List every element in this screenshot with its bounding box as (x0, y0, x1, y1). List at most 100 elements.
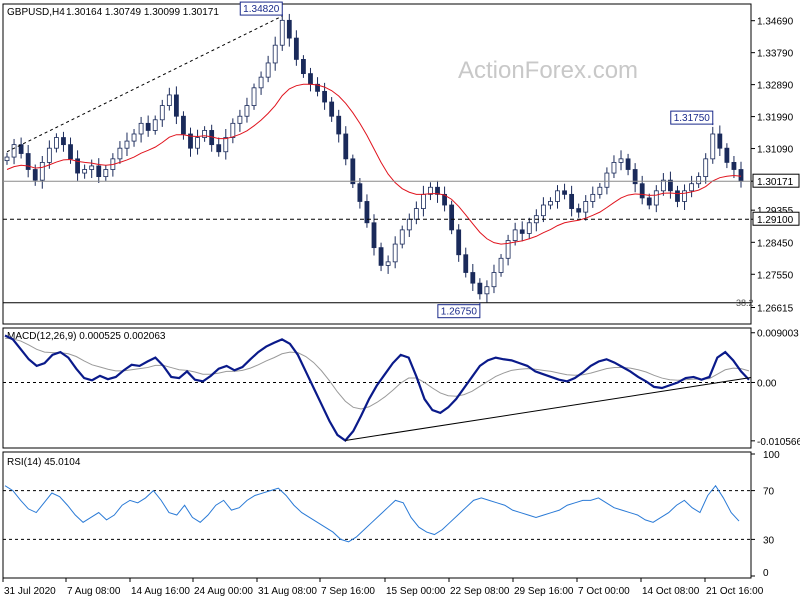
candle-body (25, 153, 31, 170)
rsi-series-group (3, 484, 751, 543)
rsi-tick-label: 70 (763, 487, 775, 498)
candle-body (540, 204, 546, 217)
macd-series-group (3, 334, 752, 442)
candle-body (138, 122, 144, 135)
price-tick-label: 1.30171 (757, 177, 794, 188)
candle-body (322, 90, 327, 103)
candle-body (385, 261, 391, 266)
macd-tick-label: 0.00 (757, 378, 777, 389)
candle-body (604, 172, 610, 188)
candle-body (646, 197, 652, 206)
candle-body (717, 133, 723, 149)
candle-body (724, 147, 730, 163)
candle-body (82, 169, 88, 174)
candle-body (202, 130, 208, 138)
candle-body (611, 162, 617, 174)
candle-body (293, 37, 299, 60)
candle-body (54, 137, 59, 149)
candle-body (696, 176, 702, 185)
candle-body (689, 183, 694, 192)
x-tick-label: 14 Oct 08:00 (642, 586, 700, 597)
candle-body (75, 158, 80, 174)
candle-body (223, 137, 229, 153)
annotation-label: 1.31750 (674, 113, 711, 124)
candle-body (548, 201, 553, 206)
candle-body (519, 229, 525, 234)
candle-body (159, 105, 165, 121)
x-tick-label: 7 Oct 00:00 (578, 586, 630, 597)
x-tick-label: 31 Aug 08:00 (258, 586, 317, 597)
candle-body (265, 62, 271, 78)
annotation-box (437, 304, 481, 319)
candle-body (484, 286, 490, 295)
candle-body (660, 179, 666, 192)
price-tick-label: 1.27550 (757, 270, 794, 281)
price-tick-label: 1.34690 (757, 17, 794, 28)
candle-body (668, 179, 673, 192)
candle-body (392, 243, 398, 263)
price-tick-label: 1.32890 (757, 81, 794, 92)
candle-body (625, 158, 631, 170)
candle-body (682, 190, 687, 202)
x-tick-label: 22 Sep 08:00 (450, 586, 510, 597)
candle-body (639, 183, 645, 199)
candle-body (166, 94, 172, 106)
candle-body (68, 144, 73, 160)
candle-body (188, 133, 193, 149)
candle-body (145, 122, 151, 131)
candle-body (590, 193, 596, 202)
candle-body (258, 76, 264, 89)
candle-body (61, 137, 66, 146)
candle-body (555, 190, 560, 202)
candle-body (251, 87, 257, 106)
candle-body (4, 156, 10, 162)
price-series-group: 1.34820 1.31750 1.26750 (3, 1, 751, 319)
macd-panel (2, 327, 752, 449)
x-tick-label: 14 Aug 16:00 (131, 586, 190, 597)
candle-body (103, 169, 109, 178)
candle-body (399, 229, 405, 245)
candle-body (738, 169, 744, 182)
x-tick-label: 7 Aug 08:00 (67, 586, 121, 597)
symbol-label: GBPUSD,H4 (7, 7, 65, 18)
x-tick-label: 7 Sep 16:00 (321, 586, 375, 597)
price-tick-label: 1.26615 (757, 303, 794, 314)
price-tick-label: 1.28450 (757, 238, 794, 249)
candle-body (230, 122, 236, 138)
candle-body (124, 140, 130, 149)
annotation-box (670, 110, 714, 125)
candle-body (286, 19, 292, 39)
price-tick-label: 1.29100 (757, 215, 794, 226)
candle-body (364, 201, 370, 224)
candle-body (428, 186, 433, 195)
candle-body (597, 186, 603, 195)
candle-body (618, 158, 624, 163)
candle-body (39, 162, 45, 181)
candle-body (350, 158, 356, 185)
candle-body (336, 115, 342, 135)
price-tick-label: 1.31090 (757, 145, 794, 156)
candle-body (89, 165, 95, 170)
candle-body (216, 144, 222, 153)
candle-body (675, 190, 680, 202)
candle-body (32, 169, 38, 181)
x-tick-label: 29 Sep 16:00 (514, 586, 574, 597)
candle-body (435, 186, 440, 195)
candle-body (329, 101, 335, 117)
rsi-tick-label: 0 (763, 568, 769, 579)
candle-body (244, 105, 250, 117)
candle-body (456, 229, 462, 256)
watermark: ActionForex.com (458, 57, 638, 84)
candle-body (131, 133, 137, 142)
candle-body (96, 165, 102, 178)
candle-body (442, 193, 447, 206)
x-tick-label: 31 Jul 2020 (4, 586, 56, 597)
candle-body (710, 133, 716, 160)
candle-body (491, 272, 497, 288)
candle-body (449, 204, 455, 231)
annotation-box (239, 1, 283, 16)
candle-body (343, 133, 349, 160)
candle-body (378, 247, 384, 266)
rsi-tick-label: 100 (763, 450, 780, 461)
price-tick-label: 1.31990 (757, 113, 794, 124)
